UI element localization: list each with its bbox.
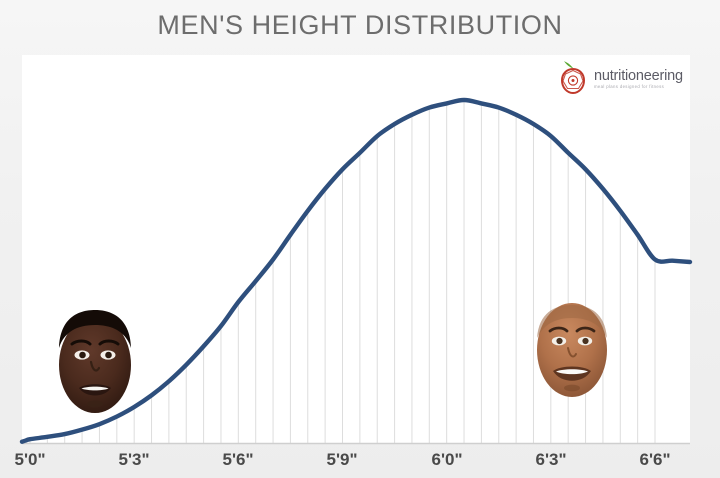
brand-logo: nutritioneering meal plans designed for … <box>556 58 700 100</box>
x-axis-tick-label: 5'6" <box>222 450 254 469</box>
x-axis-tick-label: 5'9" <box>326 450 358 469</box>
brand-name: nutritioneering <box>594 67 683 84</box>
x-axis-tick-label: 6'6" <box>639 450 671 469</box>
apple-icon <box>556 60 590 98</box>
page-title: MEN'S HEIGHT DISTRIBUTION <box>157 10 563 40</box>
plot-panel <box>22 55 690 443</box>
x-axis-labels: 5'0" 5'3" 5'6" 5'9" 6'0" 6'3" 6'6" <box>0 450 720 478</box>
x-axis-tick-label: 5'3" <box>118 450 150 469</box>
brand-tagline: meal plans designed for fitness <box>594 84 665 90</box>
x-axis-tick-label: 6'3" <box>535 450 567 469</box>
x-axis-tick-label: 5'0" <box>14 450 46 469</box>
x-axis-tick-label: 6'0" <box>431 450 463 469</box>
brand-logo-text: nutritioneering meal plans designed for … <box>594 69 683 90</box>
